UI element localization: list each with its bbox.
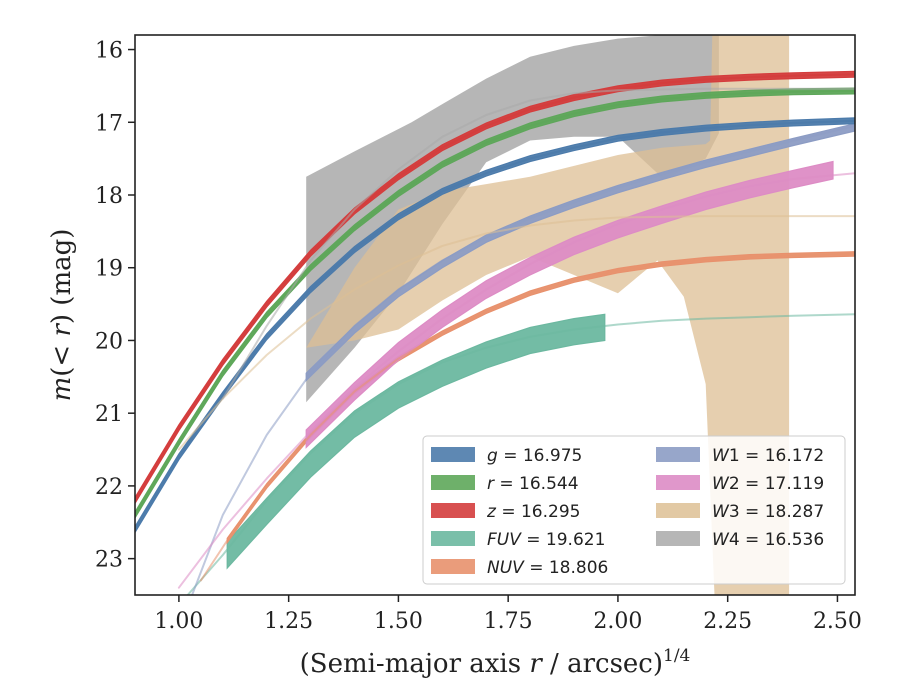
legend-label-r: r = 16.544 (487, 474, 579, 494)
plot-frame (134, 34, 856, 596)
legend-label-w4: W4 = 16.536 (712, 530, 824, 550)
y-tick-label: 19 (95, 257, 123, 282)
legend-label-g: g = 16.975 (487, 446, 582, 466)
y-axis-ticks: 16 17 18 19 20 21 22 23 (95, 39, 135, 573)
band-w2 (305, 160, 834, 449)
fit-fuv (186, 313, 855, 595)
legend-swatch-nuv (431, 559, 475, 574)
fit-w2 (177, 172, 855, 589)
legend-label-z: z = 16.295 (486, 502, 580, 522)
legend-swatch-r (431, 475, 475, 490)
legend-swatch-w4 (656, 531, 700, 546)
legend-label-nuv: NUV = 18.806 (487, 558, 608, 578)
fit-r (135, 89, 855, 517)
legend-label-w3: W3 = 18.287 (712, 502, 824, 522)
legend-label-w1: W1 = 16.172 (712, 446, 824, 466)
legend: g = 16.975 r = 16.544 z = 16.295 FUV = 19.6… (422, 435, 846, 585)
x-tick-label: 2.00 (593, 609, 642, 634)
fit-g (135, 119, 855, 531)
fit-w4 (221, 87, 855, 400)
y-tick-label: 22 (95, 475, 123, 500)
y-tick-label: 16 (95, 39, 123, 64)
legend-label-fuv: FUV = 19.621 (487, 530, 605, 550)
legend-swatch-w1 (656, 447, 700, 462)
fit-nuv (199, 252, 855, 582)
fit-w3 (177, 215, 855, 451)
band-fuv (226, 313, 606, 570)
y-axis-title: m(< r) (mag) (47, 229, 77, 402)
x-axis-ticks: 1.00 1.25 1.50 1.75 2.00 2.25 2.50 (154, 595, 862, 634)
y-tick-label: 20 (95, 329, 123, 354)
x-tick-label: 1.50 (374, 609, 423, 634)
x-tick-label: 1.75 (484, 609, 533, 634)
band-g (135, 117, 855, 534)
y-tick-label: 18 (95, 184, 123, 209)
x-axis-title: (Semi-major axis r / arcsec)1/4 (300, 646, 691, 679)
y-tick-label: 17 (95, 111, 123, 136)
y-tick-label: 23 (95, 548, 123, 573)
legend-swatch-w3 (656, 503, 700, 518)
fit-w1 (191, 124, 855, 595)
x-tick-label: 2.50 (813, 609, 862, 634)
fit-z (135, 73, 855, 502)
fit-curves (135, 73, 855, 595)
legend-swatch-z (431, 503, 475, 518)
x-tick-label: 2.25 (703, 609, 752, 634)
legend-swatch-g (431, 447, 475, 462)
x-tick-label: 1.00 (154, 609, 203, 634)
legend-swatch-w2 (656, 475, 700, 490)
legend-swatch-fuv (431, 531, 475, 546)
x-tick-label: 1.25 (264, 609, 313, 634)
band-w4 (306, 35, 719, 403)
legend-frame (422, 435, 846, 585)
band-w1 (305, 123, 855, 382)
y-tick-label: 21 (95, 402, 123, 427)
legend-label-w2: W2 = 17.119 (712, 474, 824, 494)
